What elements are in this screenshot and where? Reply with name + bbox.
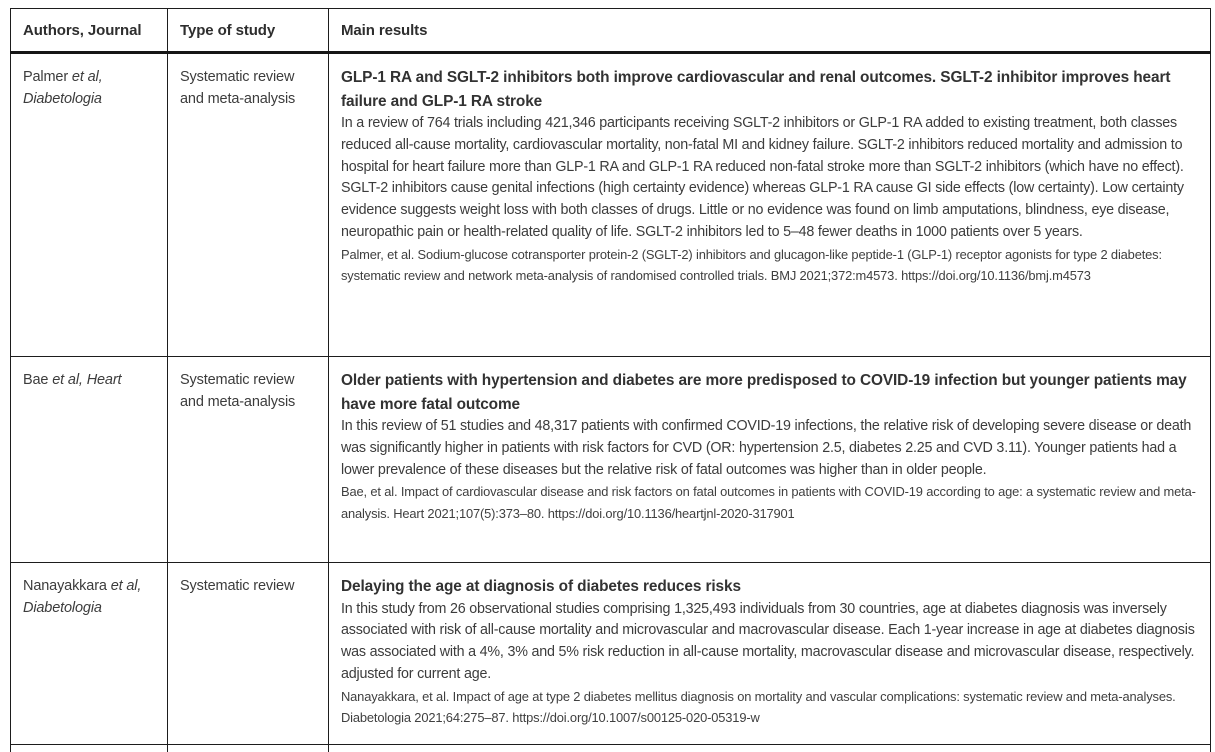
result-title: Older patients with hypertension and dia… <box>341 372 1187 413</box>
author-journal: Diabetologia <box>23 91 102 107</box>
result-body: In a review of 764 trials including 421,… <box>341 115 1184 240</box>
study-type-cell <box>167 744 329 752</box>
main-results-cell: Delaying the age at diagnosis of diabete… <box>328 562 1211 745</box>
author-name: Palmer <box>23 69 69 85</box>
studies-summary-table: Authors, Journal Type of study Main resu… <box>10 8 1211 752</box>
main-results-cell: Older patients with hypertension and dia… <box>328 356 1211 563</box>
author-etal: et al, <box>71 69 103 85</box>
authors-cell: Nanayakkara et al, Diabetologia <box>10 562 168 745</box>
result-citation: Bae, et al. Impact of cardiovascular dis… <box>341 484 1196 521</box>
author-etal: et al, <box>110 578 142 594</box>
col-header-type-of-study: Type of study <box>167 8 329 54</box>
result-citation: Nanayakkara, et al. Impact of age at typ… <box>341 688 1176 725</box>
table-row: Nanayakkara et al, Diabetologia Systemat… <box>10 562 1211 745</box>
authors-cell <box>10 744 168 752</box>
table-row: Bae et al, Heart Systematic review and m… <box>10 356 1211 563</box>
main-results-cell <box>328 744 1211 752</box>
col-header-main-results: Main results <box>328 8 1211 54</box>
table-header-row: Authors, Journal Type of study Main resu… <box>10 8 1211 54</box>
result-title: Delaying the age at diagnosis of diabete… <box>341 578 741 595</box>
result-citation: Palmer, et al. Sodium-glucose cotranspor… <box>341 246 1162 283</box>
study-type-cell: Systematic review and meta-analysis <box>167 356 329 563</box>
author-etal: et al, <box>52 372 83 388</box>
main-results-cell: GLP-1 RA and SGLT-2 inhibitors both impr… <box>328 52 1211 357</box>
table-row: Palmer et al, Diabetologia Systematic re… <box>10 52 1211 357</box>
table-row-clipped <box>10 744 1211 752</box>
result-body: In this review of 51 studies and 48,317 … <box>341 418 1192 478</box>
study-type-cell: Systematic review <box>167 562 329 745</box>
author-journal: Heart <box>86 372 122 388</box>
author-journal: Diabetologia <box>23 600 102 616</box>
authors-cell: Palmer et al, Diabetologia <box>10 52 168 357</box>
author-name: Bae <box>23 372 49 388</box>
authors-cell: Bae et al, Heart <box>10 356 168 563</box>
result-body: In this study from 26 observational stud… <box>341 600 1195 682</box>
study-type-cell: Systematic review and meta-analysis <box>167 52 329 357</box>
result-title: GLP-1 RA and SGLT-2 inhibitors both impr… <box>341 69 1171 110</box>
col-header-authors-journal: Authors, Journal <box>10 8 168 54</box>
author-name: Nanayakkara <box>23 578 107 594</box>
